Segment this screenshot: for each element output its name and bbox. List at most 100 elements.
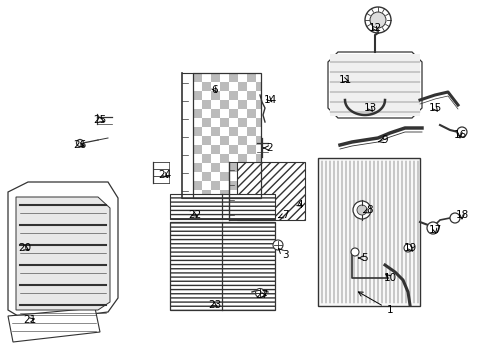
Bar (193, 82, 202, 91)
Bar (229, 163, 238, 172)
Bar (247, 136, 256, 145)
Bar (229, 118, 238, 127)
Circle shape (357, 205, 367, 215)
Bar (193, 145, 202, 154)
Bar (211, 118, 220, 127)
Bar (220, 109, 229, 118)
Bar (211, 145, 220, 154)
Text: 11: 11 (339, 75, 352, 85)
Bar (247, 154, 256, 163)
Bar (202, 190, 211, 198)
Bar (193, 127, 202, 136)
Text: 6: 6 (212, 85, 219, 95)
Bar (247, 73, 256, 82)
Bar (247, 100, 256, 109)
Bar (202, 145, 211, 154)
Bar (193, 172, 202, 181)
Bar (229, 172, 238, 181)
Bar (247, 190, 256, 198)
Bar (229, 145, 238, 154)
Bar (229, 73, 238, 82)
Bar (193, 73, 202, 82)
Bar (220, 190, 229, 198)
Text: 15: 15 (428, 103, 441, 113)
Text: 20: 20 (19, 243, 31, 253)
Text: 13: 13 (364, 103, 377, 113)
Circle shape (457, 127, 467, 137)
Text: 3: 3 (279, 249, 288, 260)
Text: 25: 25 (94, 115, 107, 125)
Bar (211, 109, 220, 118)
Circle shape (273, 240, 283, 250)
Polygon shape (16, 197, 110, 310)
Bar (238, 82, 247, 91)
Circle shape (404, 244, 412, 252)
Text: 17: 17 (428, 225, 441, 235)
Bar (211, 136, 220, 145)
Text: 21: 21 (24, 315, 37, 325)
Bar (238, 109, 247, 118)
Text: 16: 16 (453, 130, 466, 140)
Bar (247, 172, 256, 181)
Circle shape (427, 222, 439, 234)
Text: 10: 10 (384, 273, 396, 283)
Bar (220, 163, 229, 172)
Bar (211, 82, 220, 91)
Bar (211, 127, 220, 136)
Bar (238, 190, 247, 198)
Bar (202, 181, 211, 190)
Bar (256, 109, 261, 118)
Circle shape (370, 12, 386, 28)
Bar (256, 136, 261, 145)
Circle shape (365, 7, 391, 33)
Bar (247, 127, 256, 136)
Bar (238, 118, 247, 127)
Bar (256, 145, 261, 154)
Bar (202, 82, 211, 91)
Bar (237, 162, 305, 220)
Bar (256, 82, 261, 91)
Bar (220, 82, 229, 91)
Bar (211, 73, 220, 82)
Bar (256, 154, 261, 163)
Bar (170, 222, 275, 310)
Bar (220, 118, 229, 127)
Bar (220, 145, 229, 154)
Bar (220, 136, 229, 145)
Bar (247, 118, 256, 127)
Text: 26: 26 (74, 140, 87, 150)
Bar (238, 154, 247, 163)
Bar (202, 118, 211, 127)
Bar (256, 163, 261, 172)
Text: 22: 22 (188, 210, 201, 220)
Bar (238, 100, 247, 109)
Bar (211, 181, 220, 190)
Bar (202, 109, 211, 118)
Bar (247, 109, 256, 118)
Bar (229, 109, 238, 118)
Bar (229, 82, 238, 91)
Bar (193, 154, 202, 163)
Bar (256, 127, 261, 136)
Bar (229, 154, 238, 163)
Bar (229, 91, 238, 100)
Text: 7: 7 (279, 210, 288, 220)
Circle shape (450, 213, 460, 223)
Bar (229, 127, 238, 136)
Bar (202, 172, 211, 181)
Circle shape (255, 288, 265, 297)
Bar (256, 190, 261, 198)
Bar (211, 172, 220, 181)
Bar (193, 181, 202, 190)
Bar (211, 190, 220, 198)
Bar (256, 118, 261, 127)
Bar (220, 127, 229, 136)
Bar (193, 91, 202, 100)
Bar (193, 100, 202, 109)
Bar (238, 91, 247, 100)
Text: 14: 14 (264, 95, 277, 105)
Bar (256, 181, 261, 190)
Text: 4: 4 (296, 200, 303, 210)
Text: 8: 8 (364, 205, 373, 215)
Bar (220, 181, 229, 190)
